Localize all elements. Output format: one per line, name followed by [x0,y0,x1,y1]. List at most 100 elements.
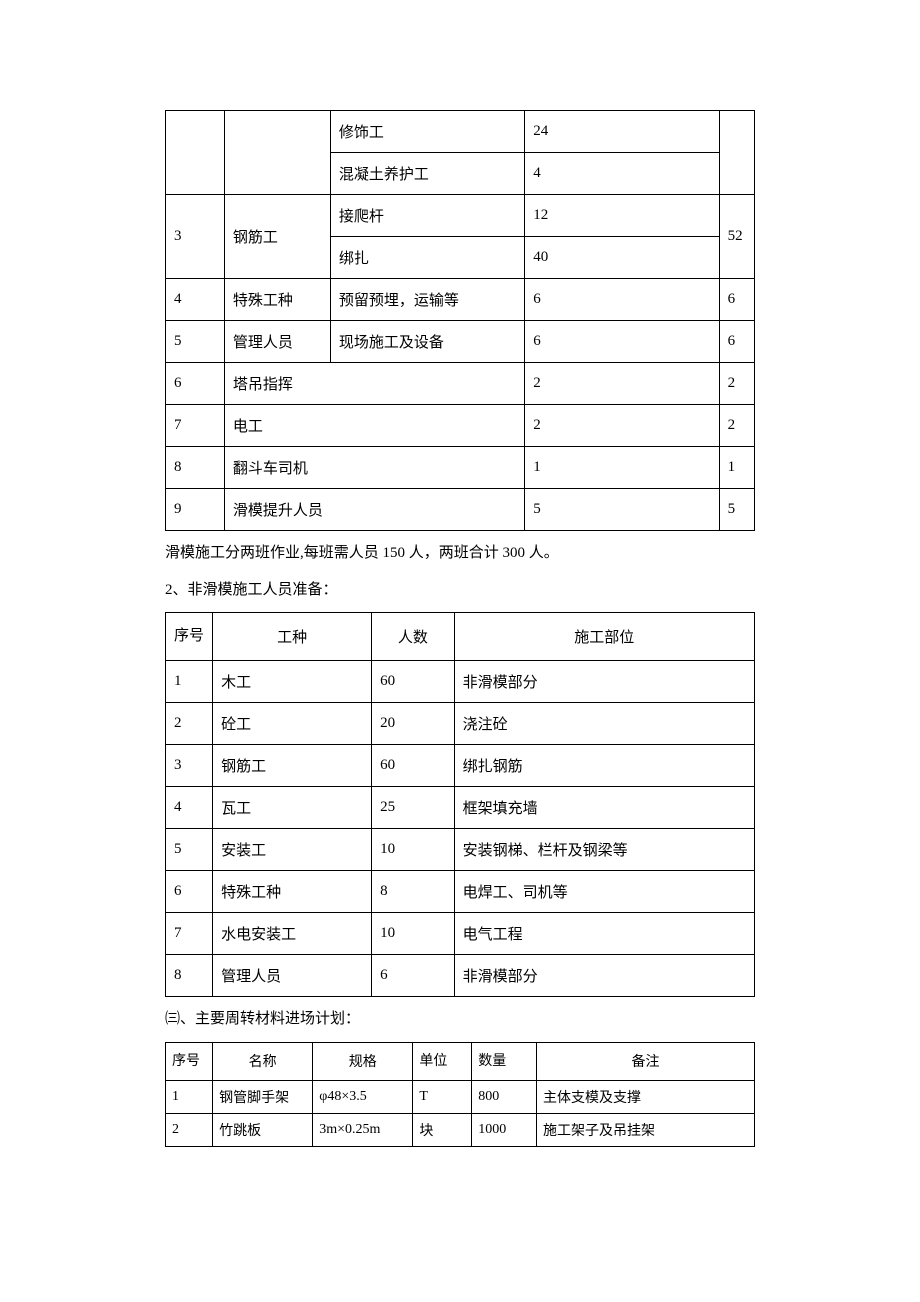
cell-type: 电工 [224,405,524,447]
cell-count: 8 [372,871,454,913]
cell-part: 非滑模部分 [454,955,754,997]
cell-total: 6 [719,279,754,321]
cell-spec: 3m×0.25m [313,1113,413,1146]
table-row: 6塔吊指挥22 [166,363,755,405]
table-row: 3钢筋工60绑扎钢筋 [166,745,755,787]
t3-header-qty: 数量 [472,1042,537,1080]
cell-total: 52 [719,195,754,279]
cell-sub: 绑扎 [330,237,524,279]
heading-non-slipform: 2、非滑模施工人员准备： [165,576,755,605]
cell-seq: 5 [166,321,225,363]
cell-sub: 预留预埋，运输等 [330,279,524,321]
cell-spec: φ48×3.5 [313,1080,413,1113]
table-row: 1钢管脚手架φ48×3.5T800主体支模及支撑 [166,1080,755,1113]
cell-count: 6 [372,955,454,997]
cell-total: 6 [719,321,754,363]
cell-part: 浇注砼 [454,703,754,745]
table-row: 6特殊工种8电焊工、司机等 [166,871,755,913]
t3-header-name: 名称 [213,1042,313,1080]
cell-count: 10 [372,829,454,871]
table-materials-plan: 序号 名称 规格 单位 数量 备注 1钢管脚手架φ48×3.5T800主体支模及… [165,1042,755,1147]
table-slipform-personnel: 修饰工24混凝土养护工43钢筋工接爬杆1252绑扎404特殊工种预留预埋，运输等… [165,110,755,531]
t2-header-part: 施工部位 [454,613,754,661]
cell-name: 竹跳板 [213,1113,313,1146]
t2-header-seq: 序号 [166,613,213,661]
table-non-slipform-personnel: 序号 工种 人数 施工部位 1木工60非滑模部分2砼工20浇注砼3钢筋工60绑扎… [165,612,755,997]
cell-seq: 9 [166,489,225,531]
cell-unit: T [413,1080,472,1113]
cell-seq: 8 [166,447,225,489]
cell-seq: 2 [166,703,213,745]
cell-total: 2 [719,405,754,447]
cell-seq: 3 [166,745,213,787]
cell-seq: 3 [166,195,225,279]
cell-total: 2 [719,363,754,405]
t2-header-type: 工种 [213,613,372,661]
cell-count: 5 [525,489,719,531]
cell-note: 主体支模及支撑 [537,1080,755,1113]
cell-type [224,111,330,195]
cell-type: 木工 [213,661,372,703]
cell-seq [166,111,225,195]
cell-count: 4 [525,153,719,195]
cell-count: 24 [525,111,719,153]
cell-qty: 800 [472,1080,537,1113]
cell-seq: 2 [166,1113,213,1146]
cell-sub: 混凝土养护工 [330,153,524,195]
table-row: 5安装工10安装钢梯、栏杆及钢梁等 [166,829,755,871]
cell-part: 安装钢梯、栏杆及钢梁等 [454,829,754,871]
cell-name: 钢管脚手架 [213,1080,313,1113]
cell-count: 25 [372,787,454,829]
t3-header-spec: 规格 [313,1042,413,1080]
heading-materials: ㈢、主要周转材料进场计划： [165,1005,755,1034]
table-row: 2砼工20浇注砼 [166,703,755,745]
cell-total [719,111,754,195]
cell-seq: 5 [166,829,213,871]
table-row: 3钢筋工接爬杆1252 [166,195,755,237]
cell-seq: 4 [166,787,213,829]
cell-count: 2 [525,363,719,405]
t2-header-count: 人数 [372,613,454,661]
cell-part: 非滑模部分 [454,661,754,703]
cell-count: 6 [525,279,719,321]
table-row: 修饰工24 [166,111,755,153]
cell-type: 翻斗车司机 [224,447,524,489]
cell-seq: 1 [166,661,213,703]
table-row: 8管理人员6非滑模部分 [166,955,755,997]
cell-sub: 接爬杆 [330,195,524,237]
cell-type: 滑模提升人员 [224,489,524,531]
cell-type: 管理人员 [224,321,330,363]
cell-seq: 4 [166,279,225,321]
t3-header-note: 备注 [537,1042,755,1080]
cell-seq: 7 [166,913,213,955]
cell-count: 6 [525,321,719,363]
table-row: 8翻斗车司机11 [166,447,755,489]
cell-count: 60 [372,661,454,703]
cell-type: 瓦工 [213,787,372,829]
cell-part: 绑扎钢筋 [454,745,754,787]
cell-type: 特殊工种 [213,871,372,913]
cell-part: 电焊工、司机等 [454,871,754,913]
cell-type: 钢筋工 [224,195,330,279]
t3-header-unit: 单位 [413,1042,472,1080]
table-row: 7水电安装工10电气工程 [166,913,755,955]
cell-type: 钢筋工 [213,745,372,787]
table-row: 4瓦工25框架填充墙 [166,787,755,829]
cell-type: 管理人员 [213,955,372,997]
cell-unit: 块 [413,1113,472,1146]
cell-seq: 7 [166,405,225,447]
note-shift: 滑模施工分两班作业,每班需人员 150 人，两班合计 300 人。 [165,539,755,568]
cell-total: 1 [719,447,754,489]
cell-count: 40 [525,237,719,279]
cell-type: 特殊工种 [224,279,330,321]
cell-count: 2 [525,405,719,447]
t3-header-seq: 序号 [166,1042,213,1080]
cell-count: 10 [372,913,454,955]
cell-type: 砼工 [213,703,372,745]
cell-count: 60 [372,745,454,787]
cell-seq: 1 [166,1080,213,1113]
cell-part: 框架填充墙 [454,787,754,829]
cell-qty: 1000 [472,1113,537,1146]
table-row: 5管理人员现场施工及设备66 [166,321,755,363]
cell-type: 水电安装工 [213,913,372,955]
